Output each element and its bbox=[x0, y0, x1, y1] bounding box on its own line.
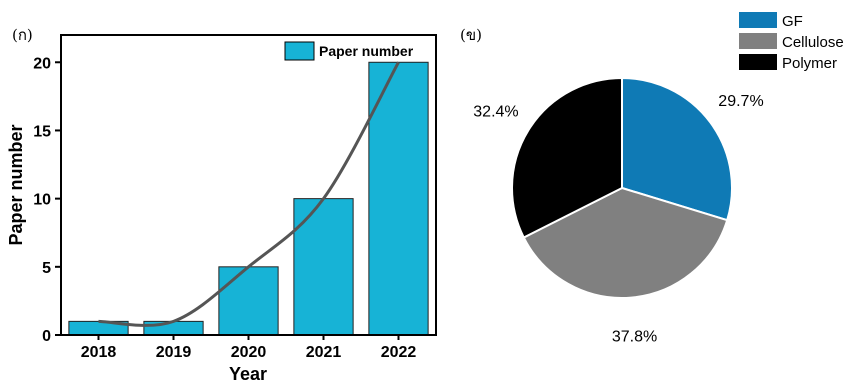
pie-slices bbox=[511, 76, 733, 299]
bar-2022 bbox=[368, 61, 429, 336]
pie-value-label-polymer: 32.4% bbox=[473, 103, 518, 120]
y-tick-label: 20 bbox=[33, 55, 51, 72]
y-axis-ticks: 0 5 10 15 20 bbox=[33, 55, 61, 345]
panel-label-a: (ก) bbox=[12, 26, 33, 44]
legend-label-cellulose: Cellulose bbox=[782, 34, 844, 51]
bar-2019 bbox=[143, 320, 204, 336]
pie-value-labels: 29.7% 37.8% 32.4% bbox=[473, 93, 763, 345]
y-tick-label: 0 bbox=[42, 328, 51, 345]
pie-slice-gf bbox=[621, 76, 733, 222]
y-tick-label: 15 bbox=[33, 123, 51, 140]
pie-slice-polymer bbox=[511, 76, 623, 239]
trend-layer bbox=[98, 61, 400, 327]
x-tick-label: 2019 bbox=[156, 344, 192, 361]
x-axis-ticks: 2018 2019 2020 2021 2022 bbox=[81, 335, 417, 361]
bar-legend: Paper number bbox=[284, 41, 414, 61]
bar-2021 bbox=[293, 198, 354, 336]
legend-swatch-paper-number bbox=[284, 41, 315, 61]
trend-line bbox=[98, 61, 400, 327]
panel-label-b: (ข) bbox=[460, 26, 482, 44]
x-tick-label: 2018 bbox=[81, 344, 117, 361]
bar-chart: (ก) 0 5 10 15 20 2018 2019 2020 2021 2022 Year P… bbox=[6, 26, 437, 383]
pie-chart: (ข) 29.7% 37.8% 32.4% GF Cellulose Polymer bbox=[460, 12, 844, 345]
pie-value-label-cellulose: 37.8% bbox=[612, 328, 657, 345]
legend-label-polymer: Polymer bbox=[782, 55, 837, 72]
y-tick-label: 5 bbox=[42, 260, 51, 277]
x-tick-label: 2020 bbox=[231, 344, 267, 361]
y-axis-title: Paper number bbox=[6, 124, 26, 245]
legend-swatch-cellulose bbox=[739, 33, 777, 49]
y-tick-label: 10 bbox=[33, 192, 51, 209]
legend-label-gf: GF bbox=[782, 13, 803, 30]
bar-2020 bbox=[218, 266, 279, 336]
pie-value-label-gf: 29.7% bbox=[718, 93, 763, 110]
legend-label-paper-number: Paper number bbox=[319, 43, 414, 59]
pie-legend: GF Cellulose Polymer bbox=[739, 12, 844, 72]
x-tick-label: 2021 bbox=[306, 344, 342, 361]
x-axis-title: Year bbox=[229, 364, 267, 383]
legend-swatch-polymer bbox=[739, 54, 777, 70]
x-tick-label: 2022 bbox=[381, 344, 417, 361]
bar-marks bbox=[68, 61, 429, 336]
pie-slice-cellulose bbox=[522, 186, 729, 299]
legend-swatch-gf bbox=[739, 12, 777, 28]
